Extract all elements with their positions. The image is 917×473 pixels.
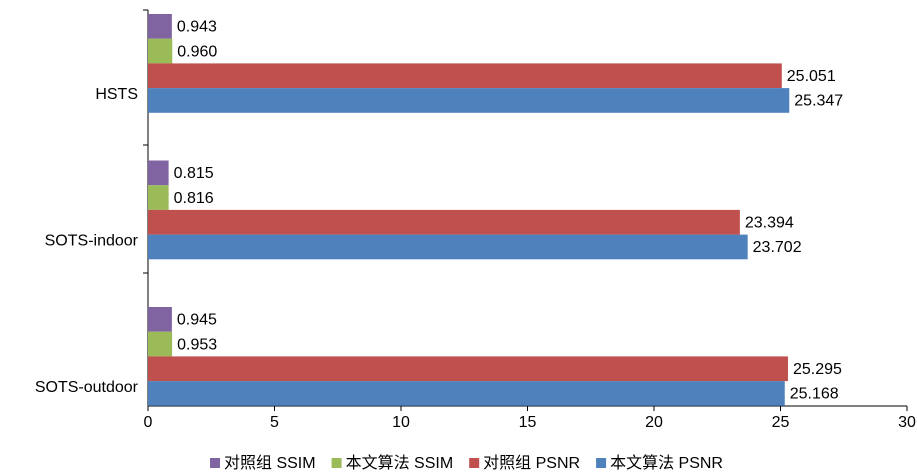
data-label: 25.168 bbox=[790, 386, 839, 403]
data-label: 25.347 bbox=[794, 93, 843, 110]
data-label: 23.702 bbox=[753, 239, 802, 256]
data-label: 25.051 bbox=[787, 68, 836, 85]
x-tick-label: 20 bbox=[645, 414, 663, 431]
x-tick-label: 5 bbox=[270, 414, 279, 431]
x-tick-label: 10 bbox=[392, 414, 410, 431]
data-label: 0.943 bbox=[177, 19, 217, 36]
data-label: 0.815 bbox=[174, 165, 214, 182]
bar bbox=[148, 209, 740, 235]
data-label: 0.960 bbox=[177, 43, 217, 60]
bar bbox=[148, 381, 785, 406]
bar bbox=[148, 307, 172, 332]
bar bbox=[148, 185, 169, 210]
data-label: 0.945 bbox=[177, 312, 217, 329]
bar bbox=[148, 356, 788, 382]
x-tick-label: 0 bbox=[144, 414, 153, 431]
bar bbox=[148, 14, 172, 39]
data-label: 23.394 bbox=[745, 214, 794, 231]
x-tick-label: 25 bbox=[772, 414, 790, 431]
data-label: 0.953 bbox=[177, 336, 217, 353]
bar bbox=[148, 38, 173, 64]
x-tick-label: 15 bbox=[519, 414, 537, 431]
data-label: 0.816 bbox=[174, 190, 214, 207]
legend-swatch bbox=[469, 458, 480, 468]
y-tick-label: SOTS-indoor bbox=[45, 233, 139, 250]
bar bbox=[148, 160, 169, 186]
bar bbox=[148, 88, 790, 113]
data-label: 25.295 bbox=[793, 361, 842, 378]
bar bbox=[148, 331, 173, 357]
legend-label: 本文算法 PSNR bbox=[610, 453, 723, 472]
legend-swatch bbox=[596, 458, 607, 468]
legend-swatch bbox=[210, 458, 221, 468]
x-tick-label: 30 bbox=[898, 414, 916, 431]
bar bbox=[148, 63, 782, 89]
legend-swatch bbox=[331, 458, 342, 468]
legend-label: 本文算法 SSIM bbox=[346, 453, 454, 472]
y-tick-label: HSTS bbox=[95, 86, 138, 103]
y-tick-label: SOTS-outdoor bbox=[35, 379, 139, 396]
legend-label: 对照组 SSIM bbox=[224, 454, 316, 472]
legend-label: 对照组 PSNR bbox=[483, 454, 580, 472]
bar bbox=[148, 234, 748, 260]
